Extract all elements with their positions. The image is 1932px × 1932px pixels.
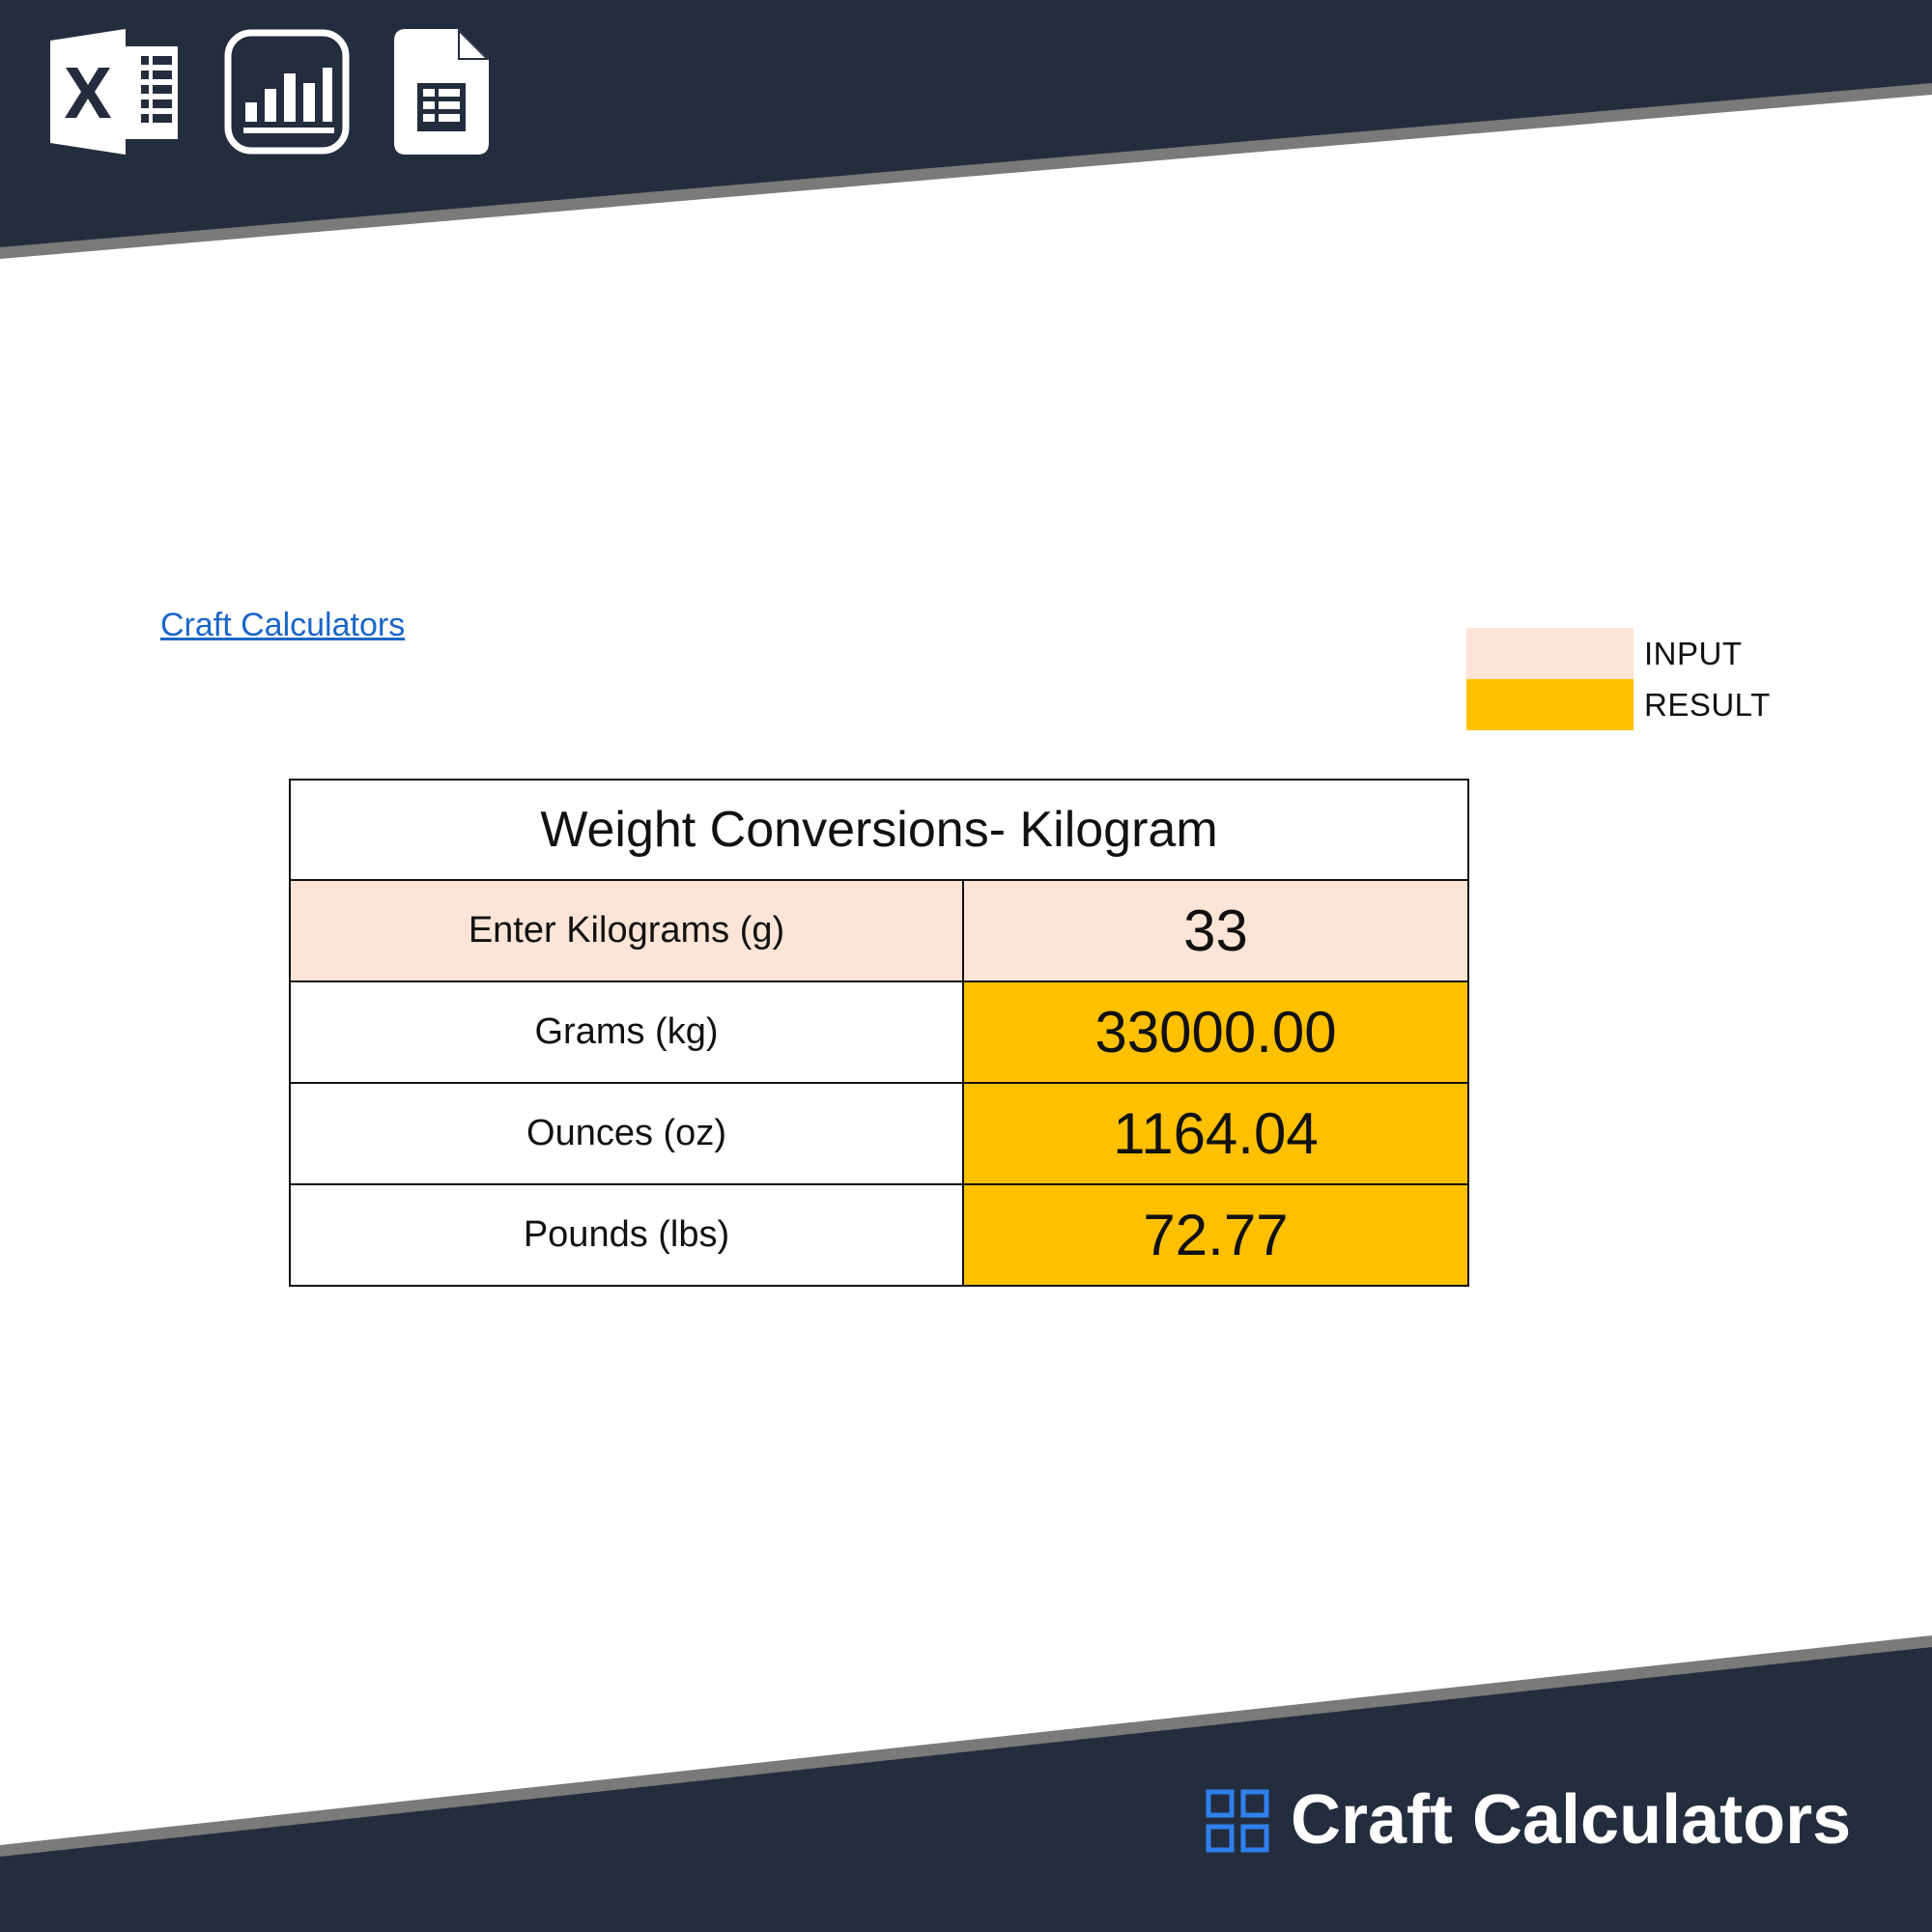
input-color-swatch — [1466, 628, 1634, 679]
result-color-swatch — [1466, 679, 1634, 730]
spreadsheet-file-icon — [394, 29, 489, 155]
table-title: Weight Conversions- Kilogram — [289, 779, 1469, 881]
bar-chart-icon — [224, 29, 350, 155]
input-label: Enter Kilograms (g) — [289, 879, 964, 982]
grid-icon — [1206, 1789, 1269, 1853]
table-row: Pounds (lbs) 72.77 — [289, 1183, 1469, 1287]
pounds-result: 72.77 — [962, 1183, 1469, 1287]
excel-icon — [50, 29, 178, 155]
table-row: Grams (kg) 33000.00 — [289, 980, 1469, 1084]
conversion-table: Weight Conversions- Kilogram Enter Kilog… — [289, 779, 1469, 1287]
grams-result: 33000.00 — [962, 980, 1469, 1084]
legend-result-label: RESULT — [1644, 687, 1771, 723]
pounds-label: Pounds (lbs) — [289, 1183, 964, 1287]
kilograms-input[interactable]: 33 — [962, 879, 1469, 982]
table-row: Ounces (oz) 1164.04 — [289, 1082, 1469, 1185]
bottom-banner — [0, 1647, 1932, 1932]
ounces-result: 1164.04 — [962, 1082, 1469, 1185]
craft-calculators-link[interactable]: Craft Calculators — [160, 607, 406, 643]
grams-label: Grams (kg) — [289, 980, 964, 1084]
table-title-row: Weight Conversions- Kilogram — [289, 779, 1469, 881]
brand-name: Craft Calculators — [1291, 1781, 1852, 1859]
input-row: Enter Kilograms (g) 33 — [289, 879, 1469, 982]
legend-input-label: INPUT — [1644, 636, 1743, 671]
ounces-label: Ounces (oz) — [289, 1082, 964, 1185]
